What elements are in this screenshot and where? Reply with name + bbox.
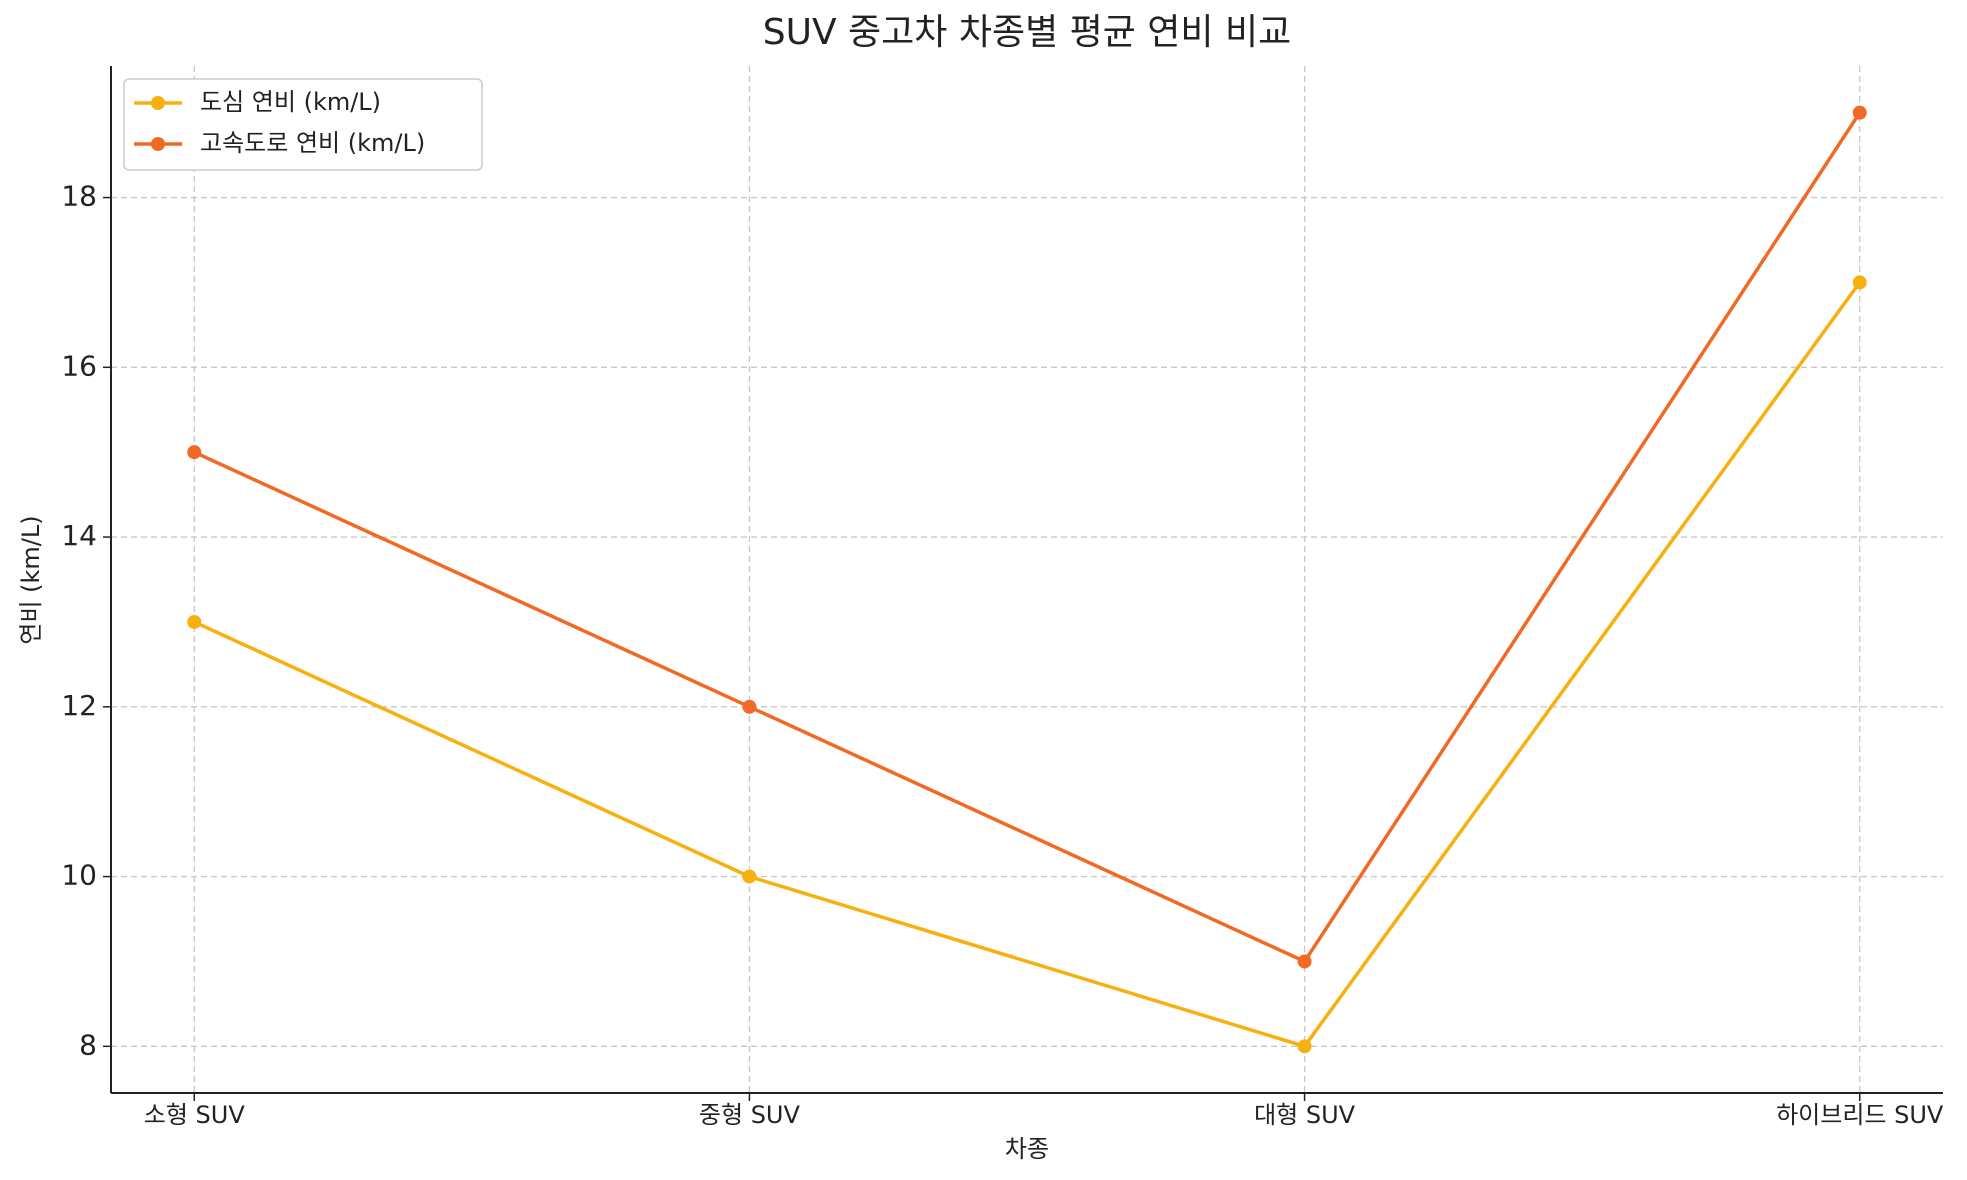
y-tick-label: 14 [61, 519, 97, 552]
x-tick-label: 대형 SUV [1254, 1101, 1356, 1129]
y-axis-label: 연비 (km/L) [17, 515, 45, 644]
data-point [742, 699, 757, 714]
legend-label: 고속도로 연비 (km/L) [200, 129, 425, 157]
data-point [187, 614, 202, 629]
data-point [1852, 275, 1867, 290]
x-tick-label: 소형 SUV [144, 1101, 246, 1129]
x-axis-label: 차종 [1005, 1135, 1049, 1163]
x-tick-label: 하이브리드 SUV [1776, 1101, 1944, 1129]
y-tick-label: 18 [61, 180, 97, 213]
data-point [1297, 1039, 1312, 1054]
chart-title: SUV 중고차 차종별 평균 연비 비교 [763, 12, 1292, 53]
legend-label: 도심 연비 (km/L) [200, 88, 381, 116]
legend-box [123, 78, 483, 171]
legend: 도심 연비 (km/L) 고속도로 연비 (km/L) [123, 78, 483, 171]
series-line [193, 111, 1862, 964]
y-tick-label: 16 [61, 349, 97, 382]
data-point [1297, 954, 1312, 969]
data-point [1852, 105, 1867, 120]
data-point [187, 445, 202, 460]
data-point [742, 869, 757, 884]
y-tick-label: 10 [61, 859, 97, 892]
series-line [193, 281, 1862, 1049]
legend-marker [151, 137, 165, 151]
y-tick-label: 8 [79, 1028, 97, 1061]
y-tick-label: 12 [61, 689, 97, 722]
x-tick-label: 중형 SUV [699, 1101, 801, 1129]
legend-marker [151, 96, 165, 110]
